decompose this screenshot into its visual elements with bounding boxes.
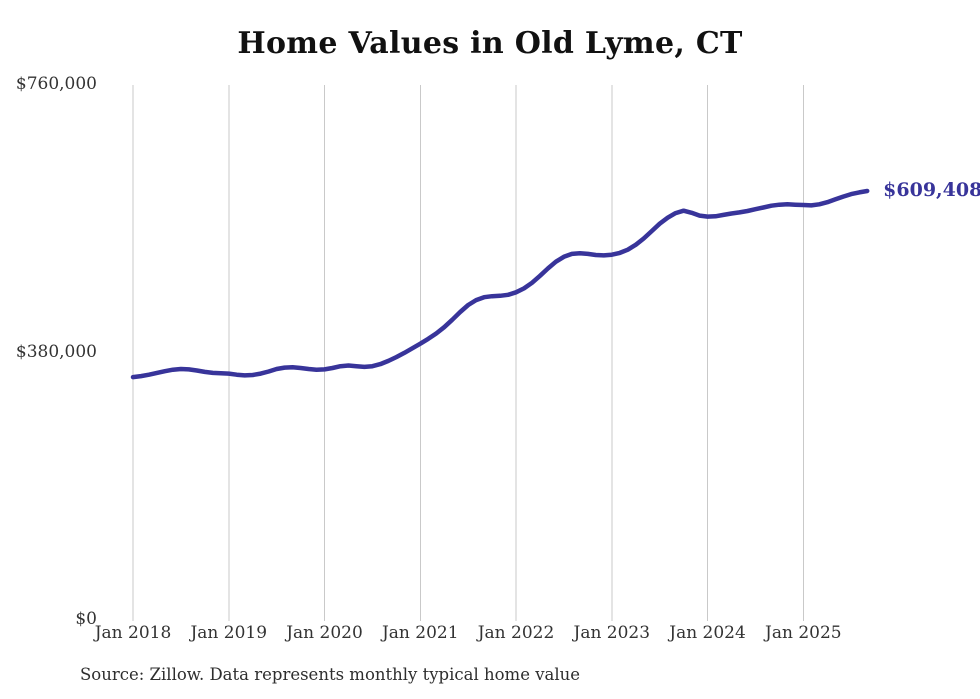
y-axis-tick-label: $0 bbox=[75, 609, 97, 629]
y-axis-tick-label: $380,000 bbox=[15, 341, 97, 362]
chart-title: Home Values in Old Lyme, CT bbox=[237, 26, 743, 61]
x-axis-tick-label: Jan 2021 bbox=[381, 623, 459, 643]
x-axis-tick-label: Jan 2022 bbox=[477, 623, 555, 643]
x-axis-tick-label: Jan 2018 bbox=[94, 623, 172, 643]
home-value-line-series bbox=[130, 188, 870, 380]
y-axis-tick-label: $760,000 bbox=[15, 74, 97, 94]
x-axis-tick-label: Jan 2019 bbox=[190, 623, 268, 643]
source-note: Source: Zillow. Data represents monthly … bbox=[80, 665, 581, 684]
x-axis-tick-label: Jan 2025 bbox=[765, 623, 842, 643]
x-axis-tick-label: Jan 2024 bbox=[669, 623, 746, 643]
x-axis-tick-label: Jan 2020 bbox=[286, 623, 363, 643]
current-value-label: $609,408 bbox=[883, 179, 980, 201]
x-axis-tick-label: Jan 2023 bbox=[573, 623, 651, 643]
